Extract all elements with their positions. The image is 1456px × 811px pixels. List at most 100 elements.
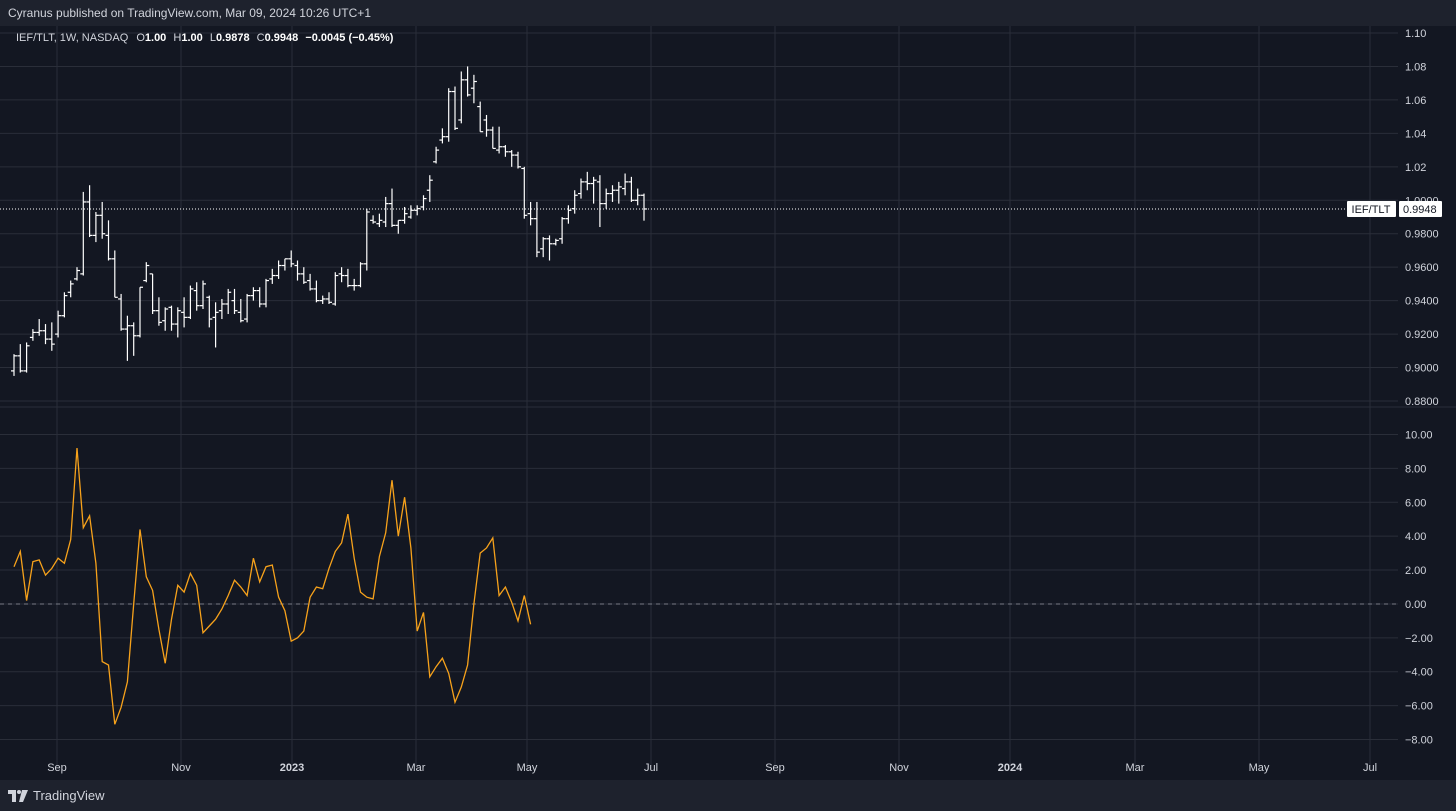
ohlc-bar: [86, 185, 93, 238]
oscillator-point: [530, 624, 531, 625]
oscillator-point: [240, 586, 241, 587]
ohlc-bar: [382, 196, 389, 228]
price-tick-label: 0.9400: [1405, 296, 1439, 308]
ohlc-bar: [74, 267, 80, 281]
price-tick-label: 0.8800: [1405, 396, 1439, 408]
ohlc-bar: [23, 342, 30, 373]
ohlc-bar: [275, 260, 282, 279]
oscillator-point: [511, 602, 512, 603]
oscillator-point: [410, 547, 411, 548]
ohlc-bar: [357, 262, 364, 288]
oscillator-point: [127, 681, 128, 682]
ohlc-bar: [237, 298, 244, 323]
ohlc-bar: [187, 285, 194, 320]
ohlc-bar: [149, 273, 156, 315]
time-tick-label: Nov: [889, 762, 909, 774]
oscillator-point: [335, 551, 336, 552]
oscillator-point: [473, 603, 474, 604]
ohlc-bar: [483, 114, 490, 137]
ohlc-bar: [11, 354, 17, 376]
oscillator-point: [310, 597, 311, 598]
oscillator-point: [133, 603, 134, 604]
ohlc-bar: [603, 188, 610, 209]
close-value: 0.9948: [264, 32, 299, 44]
ohlc-bar: [294, 260, 301, 281]
symbol-name: IEF/TLT, 1W, NASDAQ: [16, 32, 129, 44]
oscillator-pane: [0, 447, 1398, 725]
ohlc-bar: [307, 273, 314, 291]
osc-tick-label: −4.00: [1405, 667, 1433, 679]
oscillator-point: [221, 608, 222, 609]
price-axis[interactable]: 1.101.081.061.041.021.00000.98000.96000.…: [1347, 28, 1442, 747]
oscillator-line: [13, 447, 532, 725]
last-price-label-bg: [1399, 200, 1442, 217]
tradingview-logo-icon: [8, 789, 28, 802]
oscillator-point: [228, 595, 229, 596]
time-axis[interactable]: Sep Nov 2023 Mar May Jul Sep Nov 2024 Mar May Jul: [47, 762, 1377, 774]
ohlc-bar: [332, 272, 339, 306]
oscillator-point: [480, 553, 481, 554]
ohlc-bar: [155, 297, 162, 326]
low-value: 0.9878: [215, 32, 250, 44]
ohlc-bar: [99, 201, 106, 239]
ohlc-bar: [281, 258, 288, 271]
publish-info: Cyranus published on TradingView.com, Ma…: [8, 6, 371, 20]
top-bar: Cyranus published on TradingView.com, Ma…: [0, 0, 1456, 26]
price-tick-label: 0.9800: [1405, 229, 1439, 241]
price-tick-label: 1.06: [1405, 95, 1426, 107]
oscillator-point: [373, 598, 374, 599]
oscillator-point: [51, 568, 52, 569]
oscillator-point: [272, 564, 273, 565]
oscillator-point: [442, 658, 443, 659]
ohlc-bar: [92, 211, 99, 243]
ohlc-bar: [615, 181, 622, 204]
osc-tick-label: −6.00: [1405, 701, 1433, 713]
time-tick-label: Mar: [407, 762, 426, 774]
oscillator-point: [234, 580, 235, 581]
time-tick-label: 2023: [280, 762, 304, 774]
oscillator-point: [366, 597, 367, 598]
ohlc-bar: [36, 319, 43, 336]
oscillator-point: [524, 595, 525, 596]
high-label: H: [173, 32, 182, 44]
oscillator-point: [347, 514, 348, 515]
ohlc-bar: [181, 297, 188, 328]
ohlc-bar: [496, 126, 503, 154]
chart-area[interactable]: 1.101.081.061.041.021.00000.98000.96000.…: [0, 26, 1456, 780]
ohlc-bar: [17, 344, 24, 373]
ohlc-bar: [502, 145, 509, 157]
oscillator-point: [13, 566, 14, 567]
time-tick-label: Sep: [765, 762, 785, 774]
oscillator-point: [417, 630, 418, 631]
symbol-legend: IEF/TLT, 1W, NASDAQ O1.00 H1.00 L0.9878 …: [16, 32, 397, 44]
oscillator-point: [461, 686, 462, 687]
time-tick-label: May: [517, 762, 538, 774]
ohlc-bar: [111, 250, 118, 298]
oscillator-point: [146, 576, 147, 577]
oscillator-point: [108, 664, 109, 665]
time-tick-label: Jul: [1363, 762, 1377, 774]
price-tick-label: 1.08: [1405, 61, 1426, 73]
ohlc-bar: [168, 305, 175, 331]
ohlc-bar: [319, 295, 326, 304]
oscillator-point: [58, 558, 59, 559]
ohlc-bar: [477, 101, 484, 133]
tradingview-brand[interactable]: TradingView: [8, 788, 105, 803]
oscillator-point: [70, 539, 71, 540]
time-tick-label: Mar: [1126, 762, 1145, 774]
last-price-label: 0.9948: [1403, 204, 1437, 216]
ohlc-bar: [584, 171, 591, 191]
ohlc-bar: [300, 267, 307, 284]
ohlc-bar: [130, 322, 137, 356]
oscillator-point: [297, 637, 298, 638]
osc-tick-label: 6.00: [1405, 497, 1426, 509]
oscillator-point: [354, 558, 355, 559]
time-tick-label: Sep: [47, 762, 67, 774]
brand-name: TradingView: [33, 788, 105, 803]
oscillator-point: [423, 612, 424, 613]
oscillator-point: [177, 585, 178, 586]
ohlc-bar: [590, 176, 597, 204]
oscillator-point: [39, 559, 40, 560]
open-value: 1.00: [144, 32, 167, 44]
ohlc-bar: [80, 191, 87, 276]
